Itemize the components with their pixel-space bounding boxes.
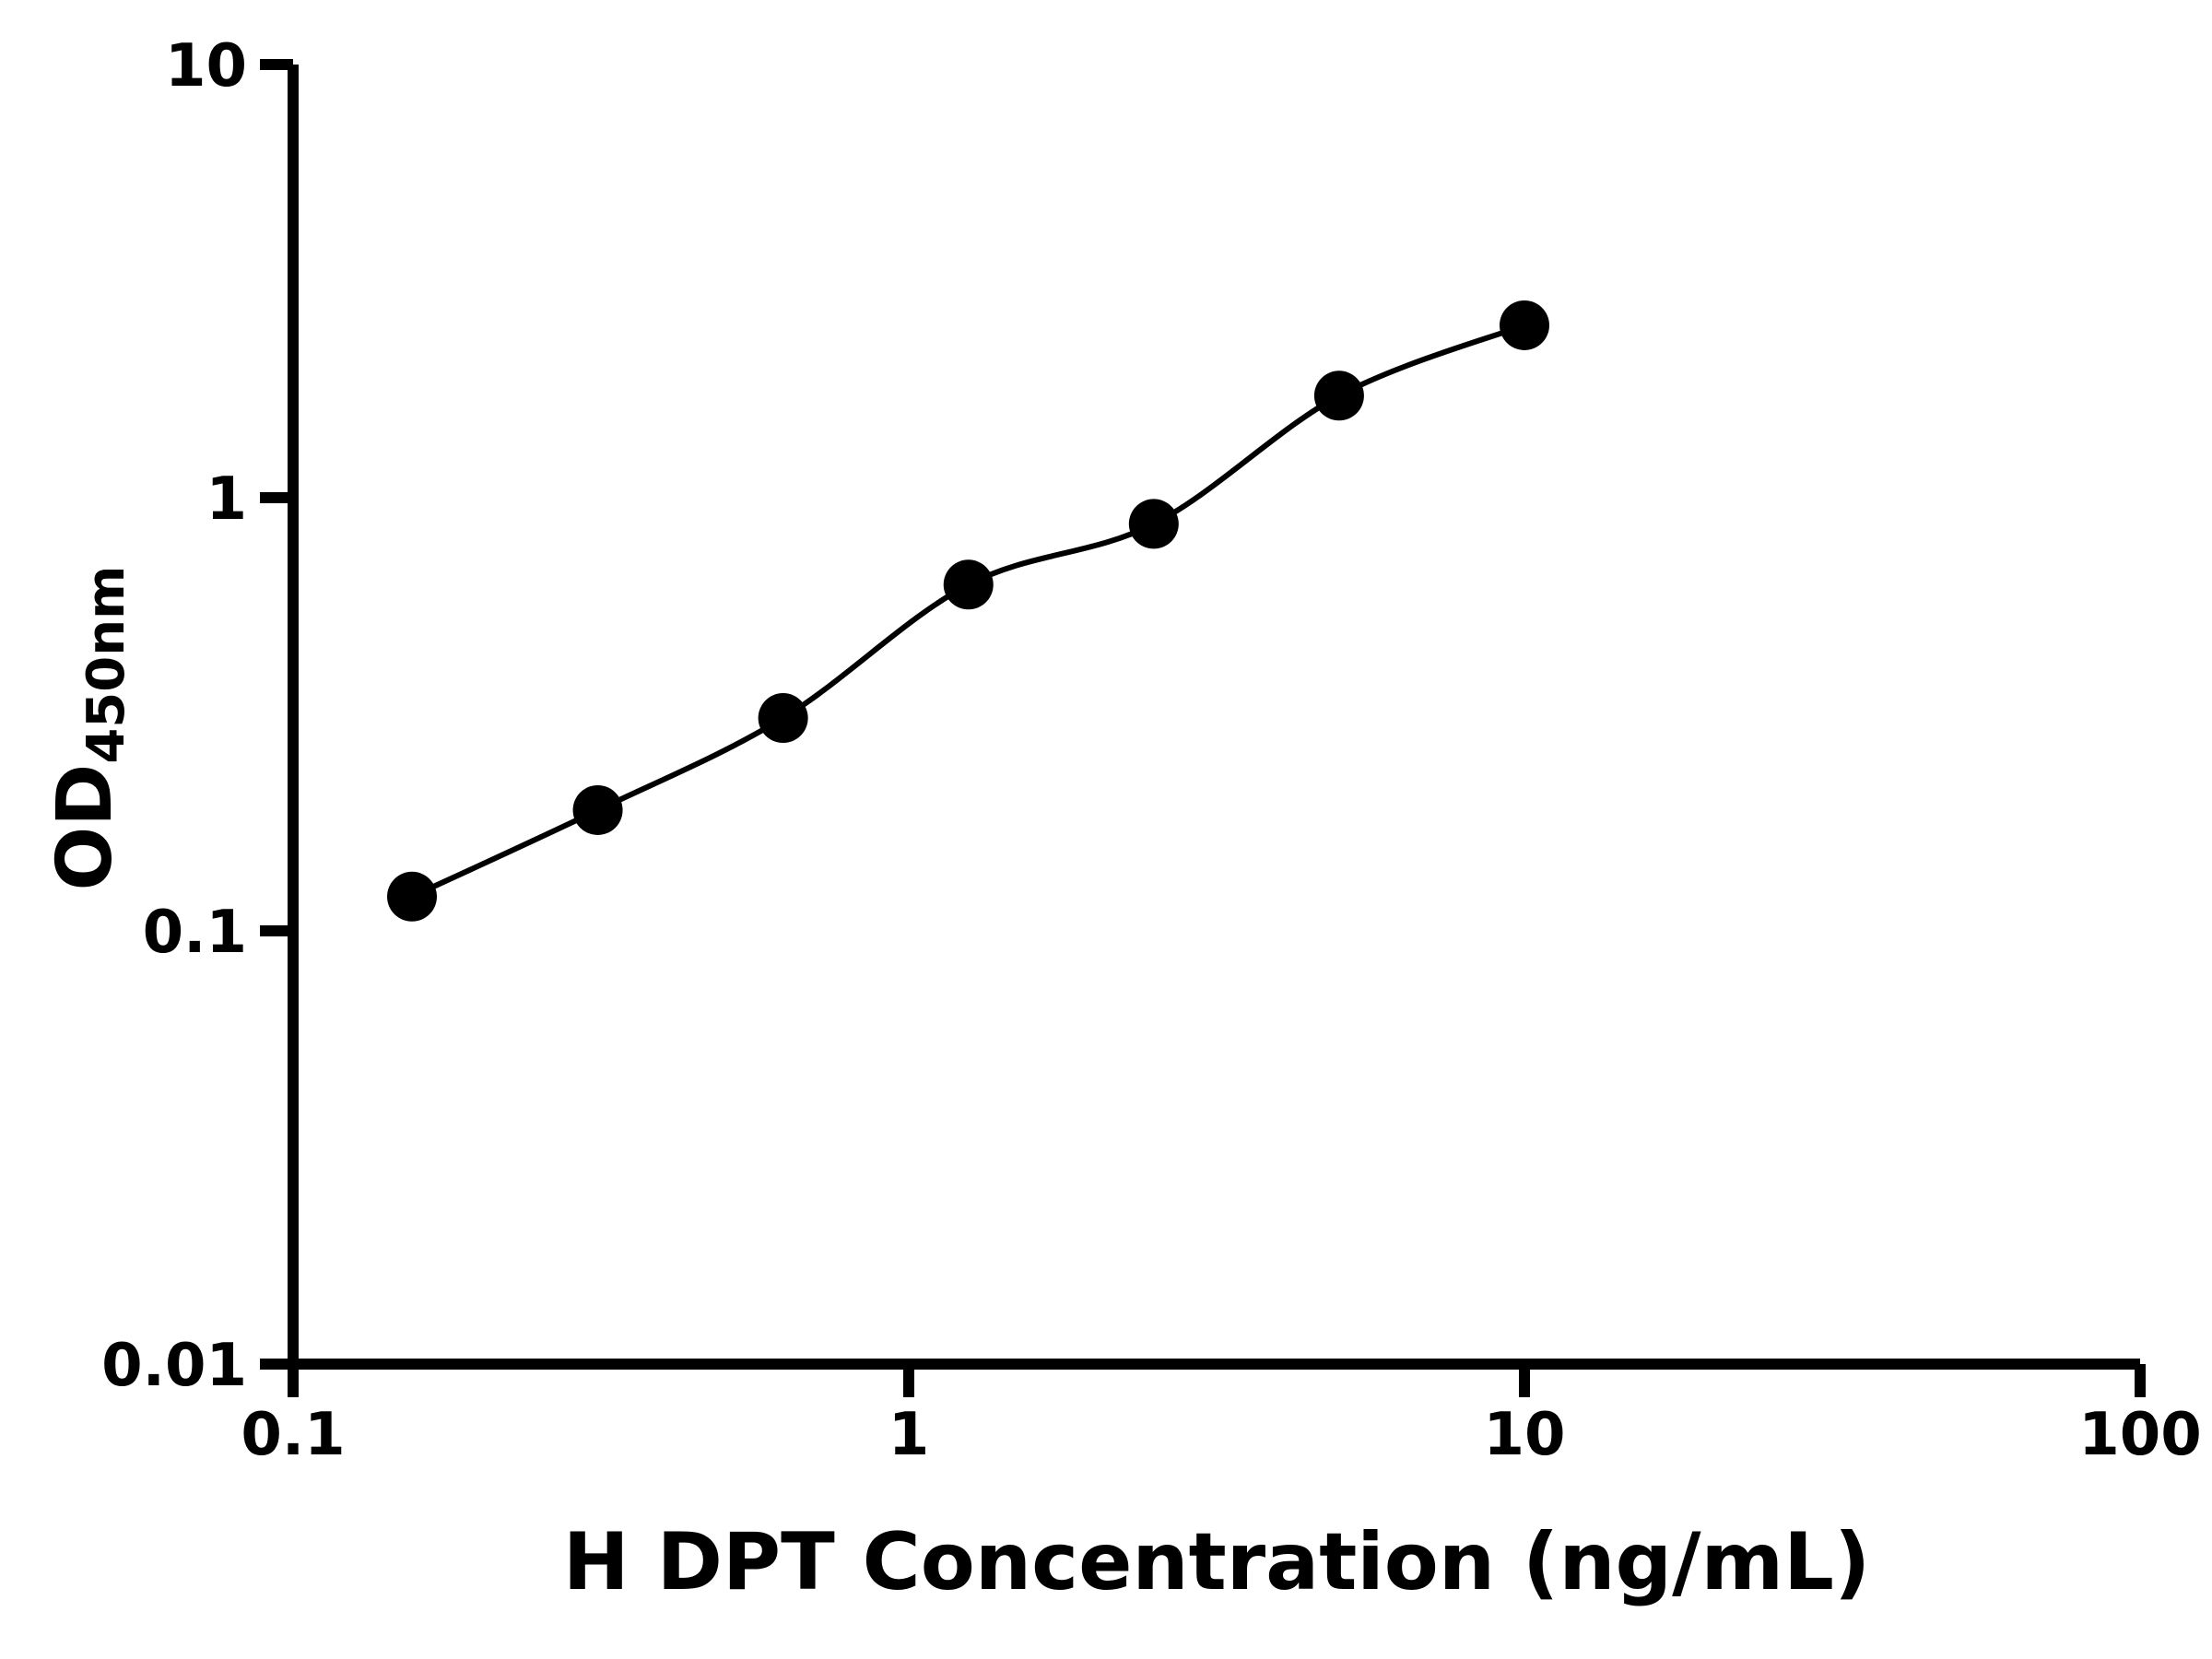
y-axis-title-sub: 450nm (76, 565, 136, 764)
x-axis-title: H DPT Concentration (ng/mL) (562, 1516, 1871, 1608)
x-axis-tick-label: 1 (888, 1401, 930, 1469)
y-axis-tick-label: 0.1 (143, 899, 247, 967)
x-axis-tick-label: 100 (2078, 1401, 2202, 1469)
x-axis: 0.1 1 10 100 (241, 1364, 2202, 1469)
y-axis-title: OD450nm (41, 565, 136, 891)
data-point (758, 693, 808, 744)
x-axis-tick-label: 10 (1483, 1401, 1565, 1469)
data-point (572, 784, 623, 835)
y-axis: 0.01 0.1 1 10 (101, 32, 293, 1400)
y-axis-title-main: OD (41, 763, 129, 891)
data-point (1128, 499, 1179, 549)
x-axis-tick-label: 0.1 (241, 1401, 345, 1469)
data-point (387, 871, 438, 922)
axes-spines (288, 65, 2140, 1370)
y-axis-tick-label: 10 (165, 32, 247, 100)
data-point (943, 559, 994, 610)
data-point (1500, 300, 1549, 350)
data-point (1313, 371, 1364, 421)
y-axis-tick-label: 0.01 (101, 1332, 247, 1400)
data-points (387, 300, 1549, 922)
y-axis-tick-label: 1 (206, 465, 247, 534)
